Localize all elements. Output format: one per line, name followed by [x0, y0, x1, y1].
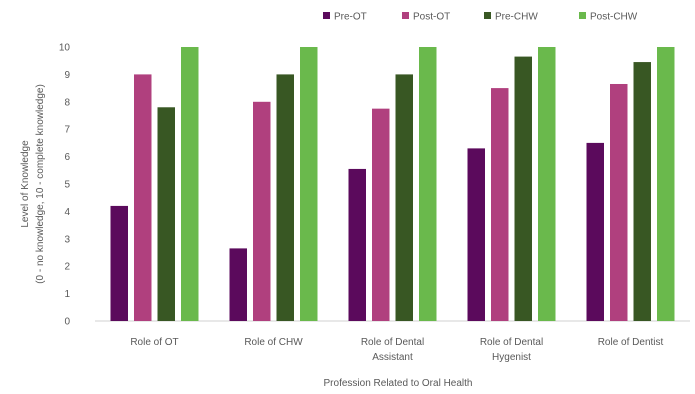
category-label: Role of CHW: [244, 337, 303, 348]
category-label: Assistant: [372, 352, 413, 363]
bar-pre-ot: [467, 148, 485, 321]
bars: [110, 47, 675, 322]
x-axis-labels: Role of OT Role of CHW Role of Dental Assis…: [130, 337, 663, 363]
bar-pre-chw: [395, 74, 413, 322]
legend-swatch: [323, 12, 330, 19]
bar-post-chw: [419, 47, 437, 321]
category-label: Role of Dental: [480, 337, 543, 348]
bar-post-ot: [610, 83, 628, 322]
category-label: Role of OT: [130, 337, 178, 348]
y-axis-title-line2: (0 - no knowledge, 10 - complete knowled…: [35, 84, 46, 284]
bar-post-ot: [491, 88, 509, 321]
x-axis-title: Profession Related to Oral Health: [324, 378, 473, 389]
y-axis-title-line1: Level of Knowledge: [20, 140, 31, 228]
y-tick-label: 9: [64, 70, 70, 81]
category-label: Hygenist: [492, 352, 531, 363]
legend-swatch: [484, 12, 491, 19]
bar-pre-chw: [276, 74, 294, 322]
y-tick-label: 6: [64, 152, 70, 163]
bar-pre-ot: [348, 168, 366, 321]
legend-label: Pre-OT: [334, 12, 367, 23]
bar-post-ot: [253, 101, 271, 321]
y-tick-label: 8: [64, 97, 70, 108]
y-tick-label: 4: [64, 207, 70, 218]
bar-pre-chw: [157, 107, 175, 321]
category-label: Role of Dental: [361, 337, 424, 348]
y-tick-label: 2: [64, 262, 70, 273]
y-tick-label: 0: [64, 317, 70, 328]
y-tick-label: 10: [59, 43, 71, 54]
bar-post-chw: [181, 47, 199, 321]
bar-post-chw: [657, 47, 675, 321]
bar-post-ot: [134, 74, 152, 322]
y-tick-label: 7: [64, 125, 70, 136]
bar-pre-ot: [110, 205, 128, 321]
category-label: Role of Dentist: [598, 337, 664, 348]
y-tick-label: 5: [64, 180, 70, 191]
legend-swatch: [579, 12, 586, 19]
y-tick-label: 3: [64, 234, 70, 245]
bar-post-chw: [300, 47, 318, 321]
legend-label: Post-OT: [413, 12, 450, 23]
legend-swatch: [402, 12, 409, 19]
legend: Pre-OT Post-OT Pre-CHW Post-CHW: [323, 12, 638, 23]
legend-label: Post-CHW: [590, 12, 638, 23]
bar-pre-chw: [633, 62, 651, 321]
bar-post-ot: [372, 108, 390, 322]
bar-post-chw: [538, 47, 556, 321]
bar-pre-chw: [514, 56, 532, 322]
y-axis: 0 1 2 3 4 5 6 7 8 9 10: [59, 43, 71, 328]
legend-label: Pre-CHW: [495, 12, 538, 23]
bar-pre-ot: [586, 142, 604, 321]
bar-pre-ot: [229, 248, 247, 321]
y-tick-label: 1: [64, 289, 70, 300]
